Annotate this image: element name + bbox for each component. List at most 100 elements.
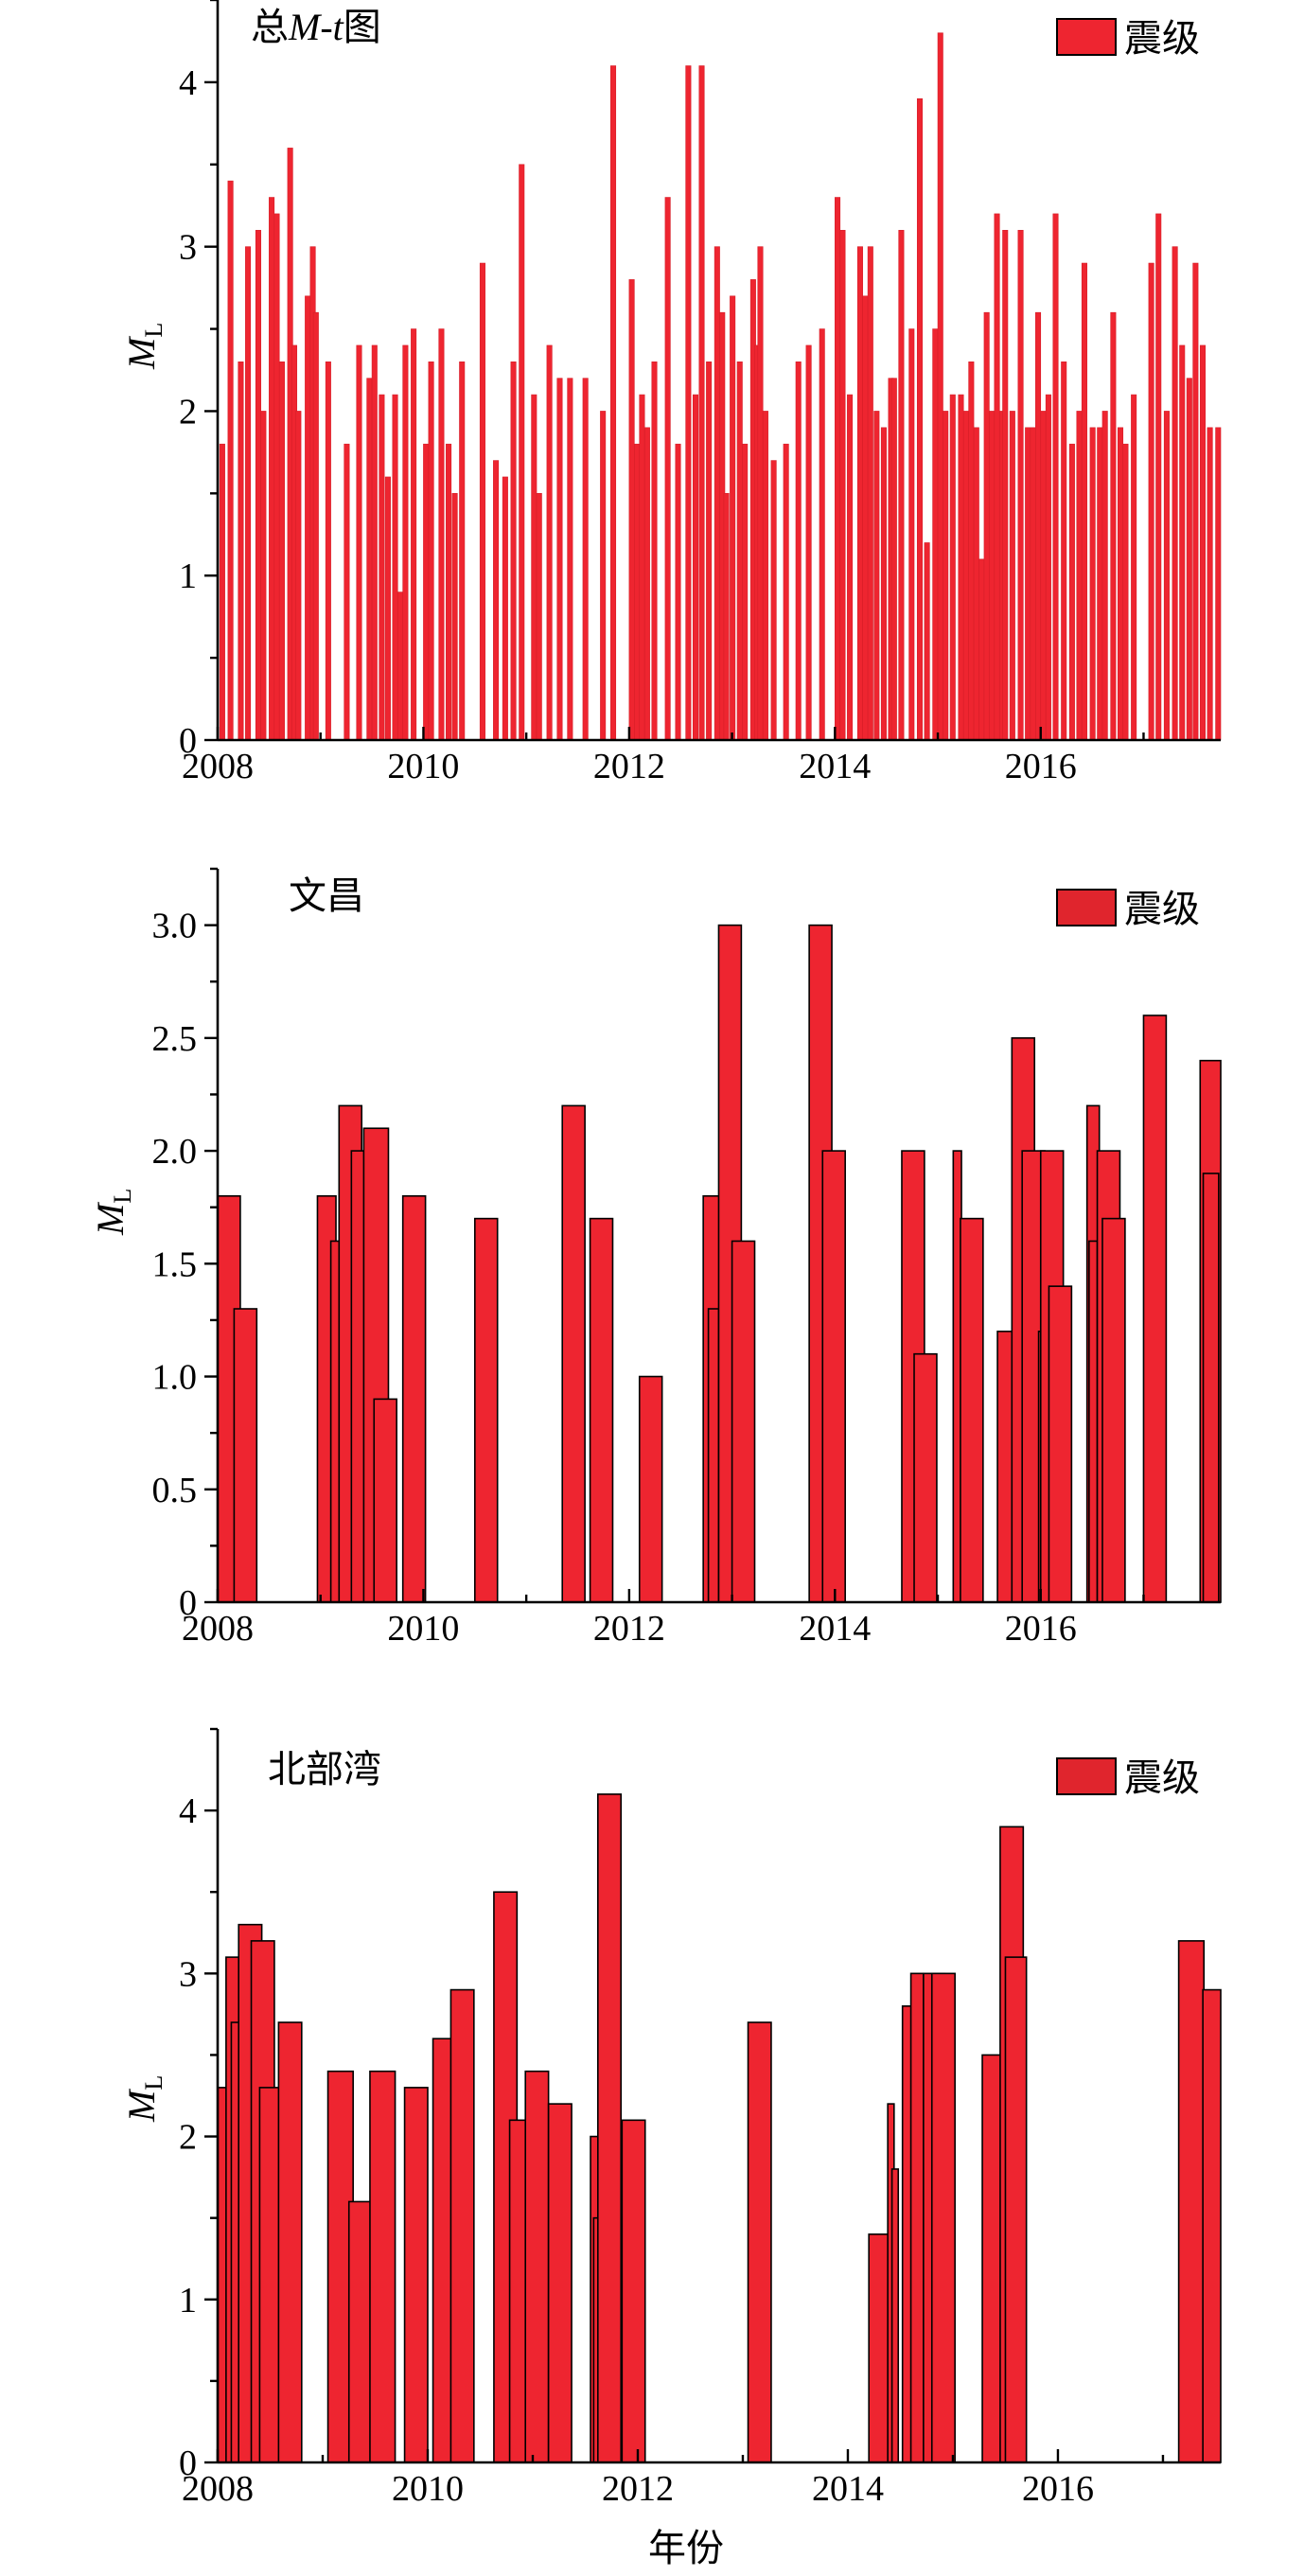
bar-total-92	[973, 427, 979, 741]
bar-total-127	[1215, 427, 1222, 741]
y-tick-label-beibuwan: 4	[179, 1791, 197, 1831]
bar-total-110	[1081, 262, 1087, 741]
bar-beibuwan-20	[621, 2119, 646, 2463]
bar-total-7	[273, 213, 280, 741]
bar-total-120	[1163, 411, 1170, 741]
bar-total-89	[958, 394, 964, 741]
panel-title-total: 总M-t图	[251, 6, 381, 49]
bar-total-32	[479, 262, 485, 741]
bar-total-39	[546, 344, 553, 741]
bar-total-23	[396, 591, 404, 741]
bar-wenchang-18	[821, 1150, 846, 1603]
bar-beibuwan-22	[868, 2233, 891, 2463]
bar-total-3	[245, 246, 252, 741]
bar-total-85	[932, 328, 939, 741]
legend-beibuwan: 震级	[1056, 1756, 1200, 1800]
bar-total-65	[762, 411, 768, 741]
bar-total-33	[493, 460, 500, 741]
x-tick-label-total: 2016	[1005, 747, 1077, 786]
bar-total-108	[1068, 443, 1075, 741]
bar-total-27	[428, 362, 434, 741]
bar-beibuwan-15	[524, 2070, 550, 2463]
bar-beibuwan-19	[596, 1793, 623, 2463]
y-tick-label-wenchang: 3.0	[152, 907, 198, 946]
bar-total-51	[675, 443, 681, 741]
bar-total-54	[698, 65, 705, 741]
x-tick-label-wenchang: 2016	[1005, 1609, 1077, 1649]
bar-total-49	[651, 362, 658, 741]
x-tick-label-total: 2010	[387, 747, 459, 786]
bar-total-14	[312, 311, 319, 741]
y-tick-label-wenchang: 1.5	[152, 1244, 198, 1284]
x-tick-label-beibuwan: 2012	[602, 2469, 674, 2509]
bar-total-98	[1002, 229, 1009, 741]
axes-beibuwan: 0 1 2 3 4 2008 2010 2012 2014 2016	[179, 1727, 1221, 2509]
bar-total-50	[664, 197, 671, 741]
bar-total-60	[736, 362, 743, 741]
x-tick-label-beibuwan: 2016	[1022, 2469, 1094, 2509]
bars-beibuwan	[217, 1793, 1222, 2463]
bar-total-75	[862, 295, 869, 741]
bar-total-35	[510, 362, 517, 741]
bar-total-96	[994, 213, 1000, 741]
x-tick-label-wenchang: 2014	[799, 1609, 871, 1649]
panel-title-wenchang: 文昌	[289, 874, 364, 918]
bar-total-71	[835, 197, 841, 741]
bar-total-4	[255, 229, 261, 741]
bar-total-61	[742, 443, 749, 741]
bar-total-5	[260, 411, 267, 741]
bars-total	[219, 32, 1222, 741]
x-tick-label-total: 2008	[182, 747, 254, 786]
legend-swatch-total	[1056, 18, 1117, 56]
bar-beibuwan-12	[449, 1988, 475, 2463]
bar-total-94	[983, 311, 990, 741]
bar-total-106	[1052, 213, 1059, 741]
axes-wenchang: 0 0.5 1.0 1.5 2.0 2.5 3.0 2008 2010 2012 2014 2016	[152, 867, 1221, 1649]
legend-label-total: 震级	[1124, 17, 1200, 61]
bar-total-17	[356, 344, 362, 741]
bar-total-115	[1117, 427, 1124, 741]
bar-total-2	[238, 362, 244, 741]
bar-total-87	[943, 411, 949, 741]
bar-total-44	[609, 65, 617, 741]
bar-total-76	[867, 246, 873, 741]
bar-total-118	[1148, 262, 1154, 741]
x-tick-label-wenchang: 2008	[182, 1609, 254, 1649]
bar-total-41	[567, 378, 573, 741]
bar-total-78	[880, 427, 887, 741]
bar-total-20	[379, 394, 385, 741]
bar-total-34	[502, 476, 508, 741]
y-tick-label-beibuwan: 1	[179, 2281, 197, 2320]
y-tick-label-beibuwan: 3	[179, 1954, 197, 1994]
y-axis-label-beibuwan: ML	[120, 2075, 167, 2123]
bar-total-109	[1076, 411, 1083, 741]
y-tick-label-wenchang: 0.5	[152, 1471, 198, 1510]
y-tick-label-wenchang: 1.0	[152, 1358, 198, 1398]
bar-total-114	[1110, 311, 1117, 741]
bar-wenchang-20	[913, 1352, 938, 1603]
bar-total-116	[1122, 443, 1129, 741]
bar-total-70	[819, 328, 825, 741]
bar-wenchang-33	[1142, 1015, 1168, 1603]
bar-total-16	[344, 443, 350, 741]
bar-total-18	[366, 378, 373, 741]
legend-label-wenchang: 震级	[1124, 888, 1200, 931]
bar-total-11	[295, 411, 302, 741]
bar-total-126	[1207, 427, 1213, 741]
bar-total-24	[402, 344, 409, 741]
legend-swatch-beibuwan	[1056, 1757, 1117, 1795]
bar-total-117	[1131, 394, 1137, 741]
bar-total-43	[600, 411, 607, 741]
bar-total-123	[1186, 378, 1192, 741]
bar-total-80	[890, 378, 897, 741]
bars-wenchang	[217, 924, 1222, 1603]
bar-total-0	[219, 443, 225, 741]
legend-swatch-wenchang	[1056, 889, 1117, 926]
bar-total-84	[924, 542, 930, 741]
bar-beibuwan-24	[890, 2168, 900, 2463]
bar-total-91	[968, 362, 975, 741]
bar-wenchang-22	[960, 1217, 984, 1603]
bar-total-95	[989, 411, 996, 741]
bar-beibuwan-26	[909, 1972, 925, 2463]
bar-total-25	[411, 328, 417, 741]
